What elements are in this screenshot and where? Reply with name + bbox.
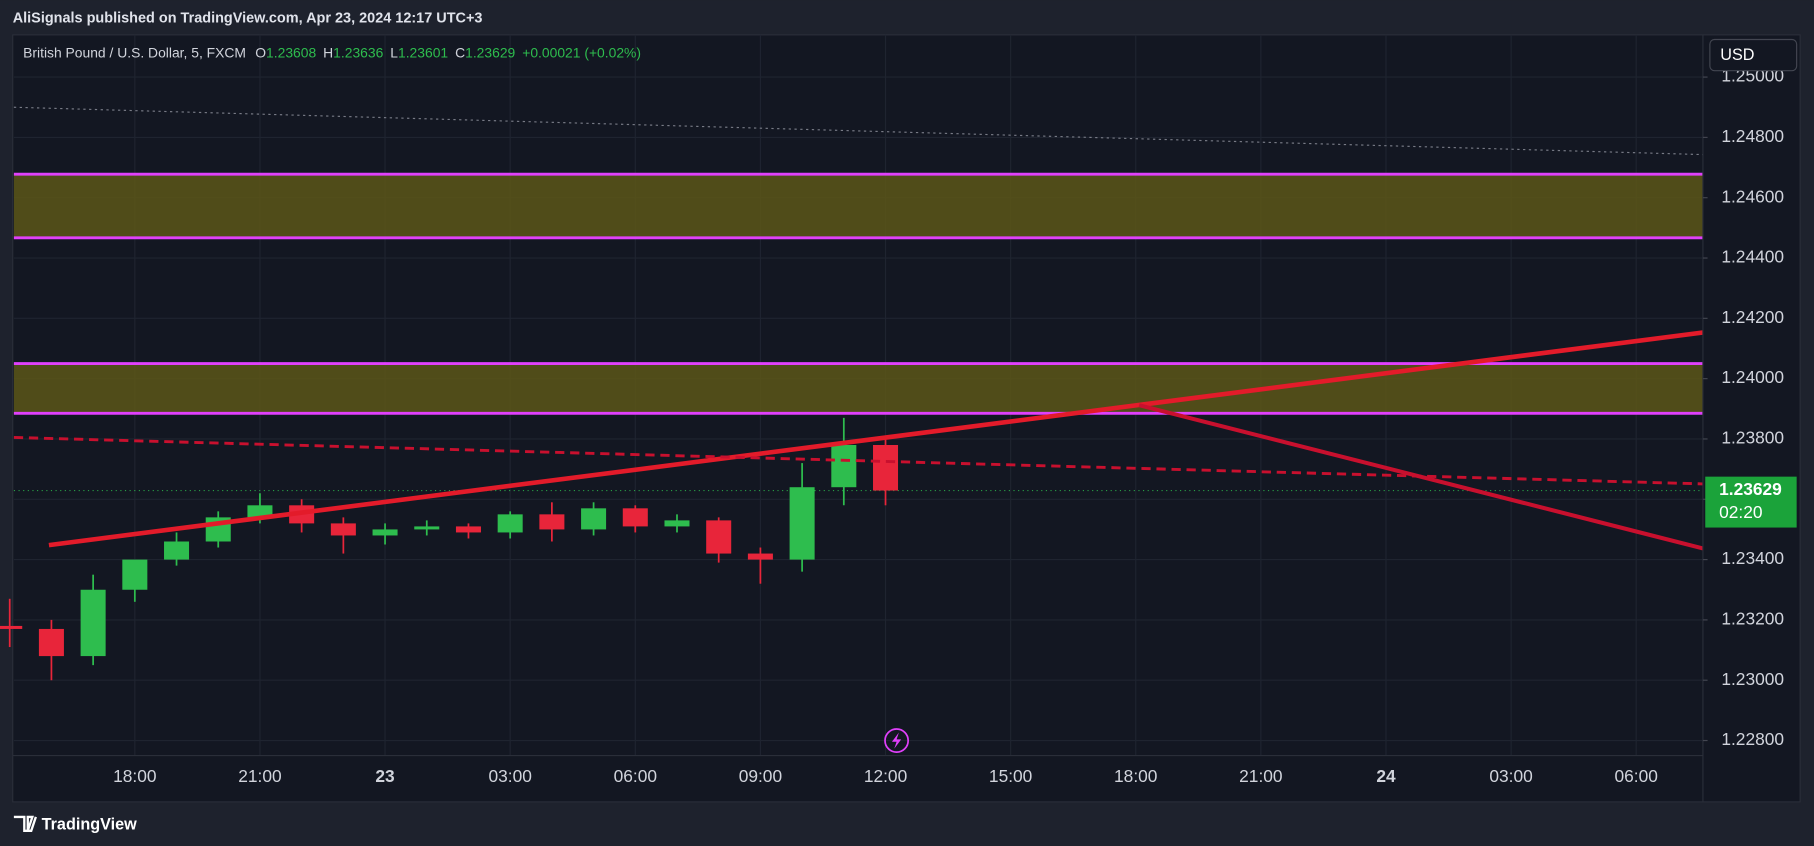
ohlc-value: 1.23636	[333, 44, 383, 60]
candle-body	[539, 514, 565, 530]
x-tick-label: 23	[375, 766, 395, 786]
x-tick-label: 15:00	[989, 766, 1032, 786]
ohlc-key: O	[255, 44, 266, 60]
publish-info: AliSignals published on TradingView.com,…	[13, 10, 483, 26]
candle-body	[622, 508, 648, 527]
y-tick-label: 1.23800	[1721, 428, 1784, 448]
candle-body	[706, 520, 732, 554]
symbol: British Pound / U.S. Dollar, 5, FXCM	[23, 44, 246, 60]
icon-circle[interactable]	[884, 728, 910, 754]
plot	[0, 106, 1704, 681]
zone	[13, 174, 1703, 238]
logo	[13, 815, 37, 832]
x-tick-label: 03:00	[488, 766, 531, 786]
x-tick-label: 06:00	[614, 766, 657, 786]
trendline	[13, 436, 1703, 486]
ohlc-key: H	[323, 44, 333, 60]
x-tick-label: 09:00	[739, 766, 782, 786]
x-tick-label: 18:00	[113, 766, 156, 786]
x-tick-label: 18:00	[1114, 766, 1157, 786]
lightning-icon[interactable]	[884, 728, 910, 754]
ohlc-value: 1.23601	[398, 44, 448, 60]
symbol-legend: British Pound / U.S. Dollar, 5, FXCM O1.2…	[23, 44, 641, 60]
y-tick-label: 1.23000	[1721, 669, 1784, 689]
x-tick-label: 03:00	[1489, 766, 1532, 786]
countdown: 02:20	[1719, 502, 1762, 522]
candle-body	[664, 520, 690, 527]
candle-body	[414, 526, 440, 530]
candle-body	[372, 529, 398, 536]
currency[interactable]: USD	[1720, 46, 1754, 64]
candle-body	[831, 444, 857, 488]
trendline	[13, 106, 1703, 156]
candle-body	[80, 589, 106, 657]
price-tag-value: 1.23629	[1719, 479, 1782, 499]
y-tick-label: 1.23200	[1721, 608, 1784, 628]
candle-body	[247, 505, 273, 518]
y-tick-label: 1.24600	[1721, 186, 1784, 206]
candle-body	[164, 541, 190, 560]
candle-body	[38, 628, 64, 657]
candle-body	[0, 625, 23, 629]
y-tick-label: 1.24400	[1721, 247, 1784, 267]
price-tag	[1705, 476, 1797, 528]
x-tick-label: 21:00	[1239, 766, 1282, 786]
y-tick-label: 1.24000	[1721, 367, 1784, 387]
change: +0.00021 (+0.02%)	[522, 44, 641, 60]
trendline	[48, 330, 1704, 548]
x-tick-label: 21:00	[238, 766, 281, 786]
x-tick-label: 12:00	[864, 766, 907, 786]
footer-brand: TradingView	[42, 815, 137, 833]
x-tick-label: 06:00	[1615, 766, 1658, 786]
candle-body	[330, 523, 356, 536]
candle-body	[747, 553, 773, 560]
ohlc-key: L	[390, 44, 398, 60]
ohlc-key: C	[455, 44, 465, 60]
candle-body	[497, 514, 523, 533]
y-tick-label: 1.24800	[1721, 126, 1784, 146]
x-tick-label: 24	[1376, 766, 1396, 786]
currency-button[interactable]	[1709, 38, 1798, 72]
ohlc-value: 1.23629	[465, 44, 515, 60]
ohlc-value: 1.23608	[266, 44, 316, 60]
zone	[13, 363, 1703, 414]
candle-body	[789, 487, 815, 560]
y-tick-label: 1.22800	[1721, 729, 1784, 749]
icon-bolt[interactable]	[891, 732, 902, 749]
candle-body	[581, 508, 607, 530]
candle-body	[455, 526, 481, 533]
y-tick-label: 1.23400	[1721, 548, 1784, 568]
axes: 1.228001.230001.232001.234001.236001.238…	[113, 66, 1797, 786]
candle-body	[873, 444, 899, 491]
chart-panel	[12, 34, 1801, 803]
y-tick-label: 1.24200	[1721, 307, 1784, 327]
candle-body	[122, 559, 148, 590]
